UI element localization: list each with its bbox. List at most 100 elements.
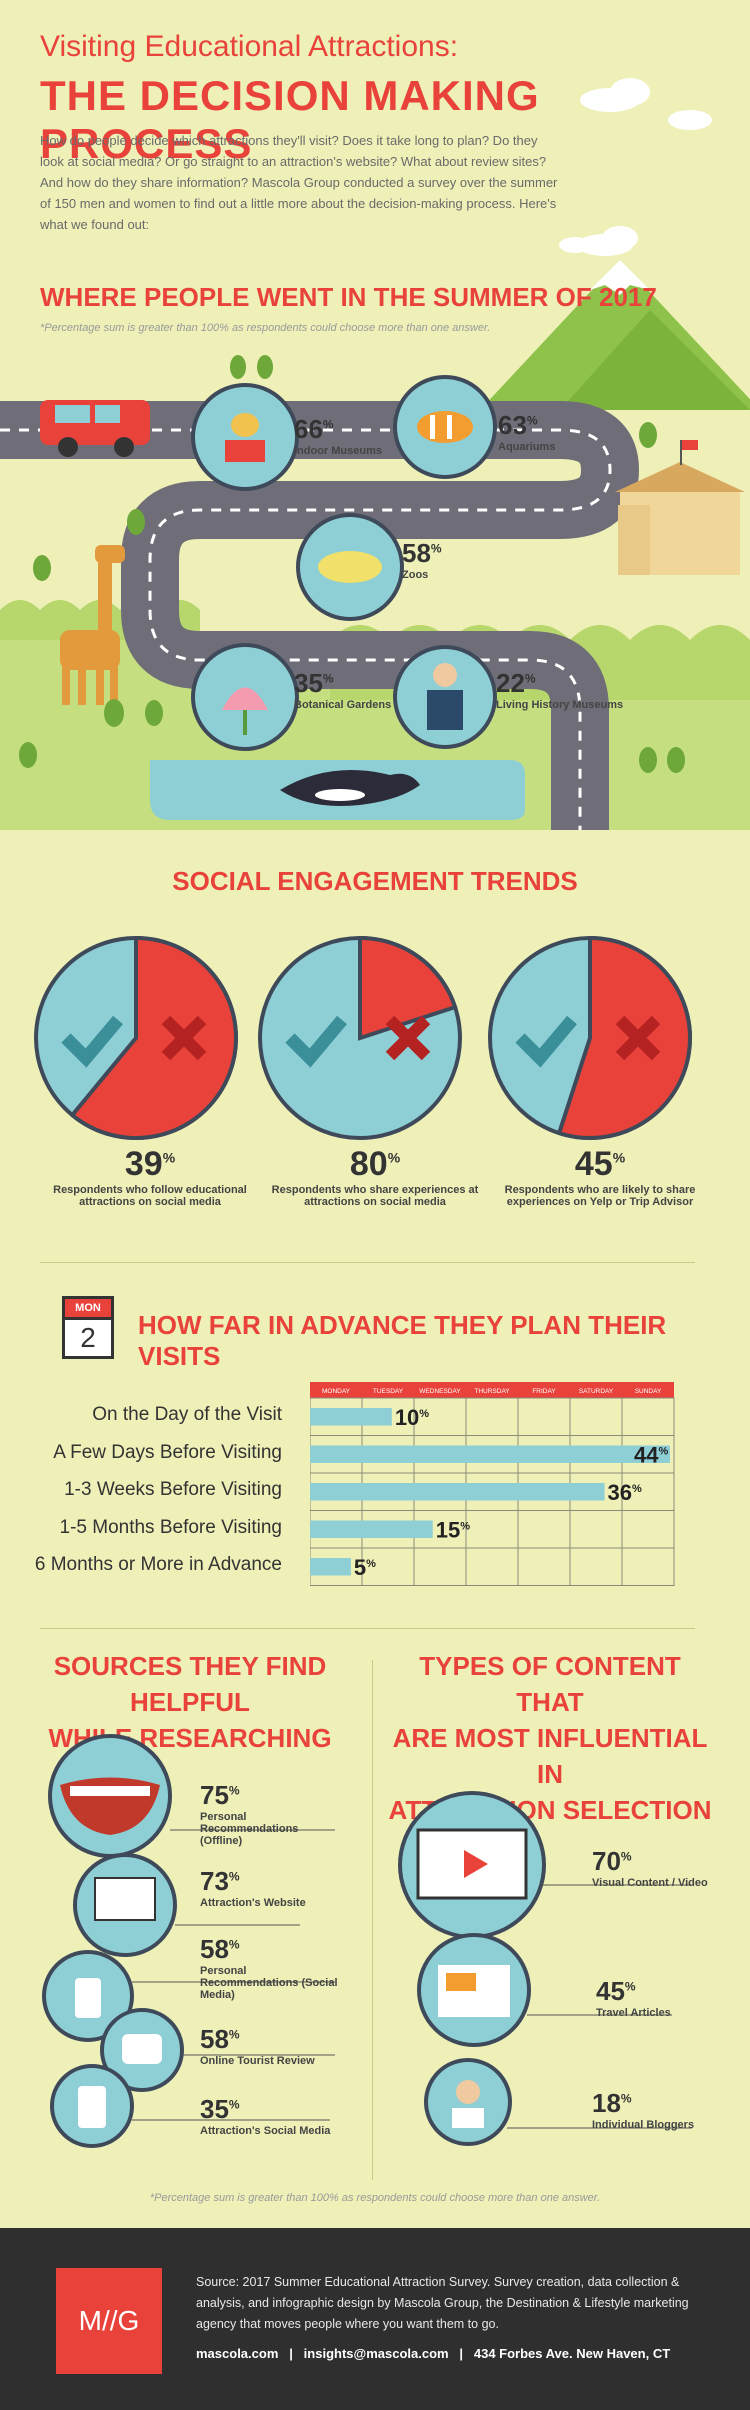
source-item-2: 58% Personal Recommendations (Social Med…	[200, 1934, 340, 2001]
calendar-day-label: MONDAY	[322, 1388, 351, 1395]
sources-title-line: SOURCES THEY FIND HELPFUL	[53, 1651, 327, 1717]
where-item-0: 66% Indoor Museums	[294, 414, 383, 457]
plan-row-label: A Few Days Before Visiting	[53, 1441, 282, 1463]
source-item-0: 75% Personal Recommendations (Offline)	[200, 1780, 340, 1847]
pie-slice-remainder	[556, 935, 692, 1140]
where-item-1: 63% Aquariums	[498, 410, 556, 453]
cross-icon	[161, 1015, 207, 1061]
content-item-pct: 18	[592, 2088, 621, 2118]
calendar-cell	[517, 1397, 571, 1436]
checkmark-icon	[515, 1015, 577, 1068]
plan-row-label: 1-5 Months Before Visiting	[59, 1516, 283, 1538]
sources-illustrations	[42, 1734, 335, 2148]
plan-title: HOW FAR IN ADVANCE THEY PLAN THEIR VISIT…	[138, 1310, 667, 1371]
social-item-0: 39% Respondents who follow educational a…	[40, 1145, 260, 1208]
plan-bar-label: 10%	[395, 1405, 429, 1430]
social-item-label: Respondents who share experiences at att…	[271, 1184, 479, 1208]
where-note: *Percentage sum is greater than 100% as …	[40, 322, 491, 334]
where-item-pct: 66	[294, 414, 323, 444]
social-item-pct: 80	[349, 1145, 388, 1183]
plan-bar-label: 44%	[634, 1443, 668, 1468]
calendar-cell	[621, 1547, 675, 1586]
social-item-pct: 45	[574, 1145, 613, 1183]
plan-bar	[310, 1408, 392, 1426]
source-item-label: Personal Recommendations (Social Media)	[200, 1965, 338, 2001]
calendar-cell	[465, 1397, 519, 1436]
where-item-3: 35% Botanical Gardens	[294, 668, 392, 711]
where-item-label: Aquariums	[498, 441, 556, 453]
calendar-day-label: TUESDAY	[373, 1388, 404, 1395]
cross-icon	[385, 1015, 431, 1061]
plan-bar	[310, 1483, 605, 1501]
content-item-label: Travel Articles	[596, 2007, 671, 2019]
source-item-pct: 58	[200, 1934, 229, 1964]
calendar-day-label: FRIDAY	[532, 1388, 556, 1395]
calendar-cell	[413, 1547, 467, 1586]
where-item-label: Zoos	[402, 569, 429, 581]
social-item-label: Respondents who are likely to share expe…	[504, 1184, 696, 1208]
content-item-label: Visual Content / Video	[592, 1877, 708, 1889]
social-item-2: 45% Respondents who are likely to share …	[490, 1145, 710, 1208]
plan-bar	[310, 1558, 351, 1576]
content-illustrations	[398, 1791, 692, 2146]
where-item-label: Botanical Gardens	[294, 699, 392, 711]
page-title: THE DECISION MAKING PROCESS	[40, 72, 540, 167]
content-item-pct: 70	[592, 1846, 621, 1876]
where-item-pct: 35	[294, 668, 323, 698]
content-title-line: TYPES OF CONTENT THAT	[419, 1651, 681, 1717]
divider	[40, 1262, 695, 1263]
source-item-pct: 58	[200, 2024, 229, 2054]
social-pie-charts	[34, 935, 692, 1140]
where-title: WHERE PEOPLE WENT IN THE SUMMER OF 2017	[40, 282, 657, 312]
calendar-day-label: THURSDAY	[474, 1388, 510, 1395]
plan-row-label: On the Day of the Visit	[92, 1404, 282, 1425]
source-item-1: 73% Attraction's Website	[200, 1866, 306, 1909]
header-kicker: Visiting Educational Attractions:	[40, 30, 459, 63]
content-item-pct: 45	[596, 1976, 625, 2006]
content-item-2: 18% Individual Bloggers	[592, 2088, 695, 2131]
where-item-label: Living History Museums	[496, 699, 624, 711]
social-title: SOCIAL ENGAGEMENT TRENDS	[172, 866, 578, 896]
calendar-day-label: SUNDAY	[635, 1388, 662, 1395]
footer-links[interactable]: mascola.com | insights@mascola.com | 434…	[196, 2346, 671, 2361]
calendar-cell	[621, 1510, 675, 1549]
source-item-label: Attraction's Website	[200, 1897, 306, 1909]
bottom-note: *Percentage sum is greater than 100% as …	[149, 2192, 601, 2204]
source-item-label: Online Tourist Review	[200, 2055, 315, 2067]
where-item-pct: 63	[498, 410, 527, 440]
calendar-icon-day: 2	[62, 1317, 114, 1359]
divider	[40, 1628, 695, 1629]
checkmark-icon	[285, 1015, 347, 1068]
pie-slice-remainder	[358, 935, 458, 1041]
where-item-pct: 58	[402, 538, 431, 568]
attraction-circles	[191, 375, 497, 751]
source-item-label: Attraction's Social Media	[200, 2125, 331, 2137]
plan-calendar-chart: MONDAY TUESDAY WEDNESDAY THURSDAY FRIDAY SATU…	[310, 1382, 675, 1586]
calendar-icon: MON 2	[62, 1296, 114, 1359]
source-item-3: 58% Online Tourist Review	[200, 2024, 315, 2067]
cross-icon	[615, 1015, 661, 1061]
content-item-label: Individual Bloggers	[592, 2119, 695, 2131]
source-item-label: Personal Recommendations (Offline)	[200, 1811, 299, 1847]
sources-title: SOURCES THEY FIND HELPFUL WHILE RESEARCH…	[20, 1648, 360, 1756]
calendar-icon-month: MON	[62, 1296, 114, 1317]
source-item-pct: 75	[200, 1780, 229, 1810]
calendar-cell	[569, 1510, 623, 1549]
where-item-2: 58% Zoos	[402, 538, 442, 581]
source-item-pct: 73	[200, 1866, 229, 1896]
intro-text: How do people decide which attractions t…	[40, 133, 558, 232]
column-divider	[372, 1660, 373, 2180]
calendar-cell	[465, 1510, 519, 1549]
calendar-day-label: WEDNESDAY	[419, 1388, 461, 1395]
plan-row-label: 1-3 Weeks Before Visiting	[64, 1479, 282, 1500]
scenery-illustration	[0, 78, 750, 830]
plan-bar-label: 15%	[436, 1518, 470, 1543]
calendar-cell	[569, 1547, 623, 1586]
plan-bar	[310, 1445, 670, 1463]
calendar-cell	[569, 1397, 623, 1436]
where-item-label: Indoor Museums	[294, 445, 383, 457]
plan-bar-label: 36%	[608, 1480, 642, 1505]
checkmark-icon	[61, 1015, 123, 1068]
content-item-0: 70% Visual Content / Video	[592, 1846, 708, 1889]
calendar-header	[310, 1382, 674, 1398]
